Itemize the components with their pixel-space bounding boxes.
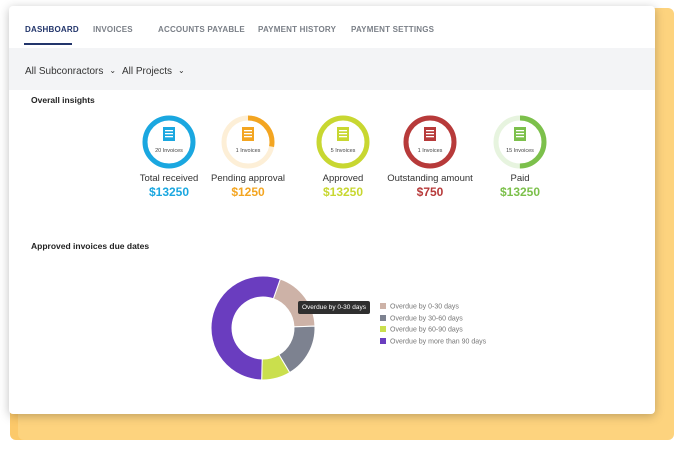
insight-label: Paid (510, 173, 530, 184)
insight-label: Pending approval (211, 173, 285, 184)
insight-approved[interactable]: 5 Invoices Approved $13250 (298, 114, 388, 199)
chart-legend: Overdue by 0-30 days Overdue by 30-60 day… (380, 303, 486, 349)
insight-invoice-count: 5 Invoices (330, 148, 356, 154)
active-tab-indicator (24, 43, 72, 45)
insight-outstanding-amount[interactable]: 1 Invoices Outstanding amount $750 (385, 114, 475, 199)
due-dates-donut-chart (210, 275, 316, 381)
legend-item[interactable]: Overdue by 0-30 days (380, 303, 486, 315)
insight-amount: $13250 (322, 185, 364, 199)
receipt-icon (337, 127, 349, 141)
project-filter-label: All Projects (122, 66, 173, 77)
receipt-icon (163, 127, 175, 141)
legend-swatch (380, 303, 386, 309)
donut-slice-3[interactable] (210, 275, 281, 381)
cash-register-icon (514, 127, 526, 141)
chevron-down-icon: ⌄ (178, 66, 185, 75)
insight-invoice-count: 1 Invoices (417, 148, 443, 154)
legend-item[interactable]: Overdue by 60-90 days (380, 326, 486, 338)
legend-item[interactable]: Overdue by 30-60 days (380, 314, 486, 327)
subcontractor-filter[interactable]: All Subconractors ⌄ (25, 66, 116, 77)
insight-label: Total received (139, 173, 199, 184)
invoice-icon (424, 127, 436, 141)
legend-swatch (380, 326, 386, 332)
tab-payment-history[interactable]: PAYMENT HISTORY (258, 25, 337, 34)
insight-amount: $1250 (231, 185, 265, 199)
insight-label: Approved (322, 173, 364, 184)
insight-label: Outstanding amount (387, 173, 473, 184)
insight-amount: $13250 (148, 185, 190, 199)
legend-label: Overdue by 0-30 days (390, 303, 459, 311)
tab-invoices[interactable]: INVOICES (93, 25, 133, 34)
insight-ring: 20 Invoices (141, 114, 197, 170)
legend-swatch (380, 314, 386, 321)
tab-payment-settings[interactable]: PAYMENT SETTINGS (351, 25, 435, 34)
legend-label: Overdue by 30-60 days (390, 315, 463, 322)
insight-pending-approval[interactable]: 1 Invoices Pending approval $1250 (203, 114, 293, 199)
filter-bar: All Subconractors ⌄ All Projects ⌄ (9, 48, 655, 90)
overall-insights-title: Overall insights (31, 95, 95, 105)
insight-ring: 15 Invoices (492, 114, 548, 170)
legend-label: Overdue by more than 90 days (390, 338, 487, 345)
tab-accounts-payable[interactable]: ACCOUNTS PAYABLE (158, 25, 245, 34)
insight-invoice-count: 20 Invoices (155, 148, 183, 154)
insight-ring: 5 Invoices (315, 114, 371, 170)
insight-amount: $13250 (499, 185, 541, 199)
legend-label: Overdue by 60-90 days (390, 326, 463, 334)
insight-amount: $750 (416, 185, 444, 199)
chevron-down-icon: ⌄ (109, 66, 117, 75)
subcontractor-filter-label: All Subconractors (25, 66, 104, 77)
tab-dashboard[interactable]: DASHBOARD (25, 25, 79, 34)
legend-swatch (380, 337, 386, 344)
chart-tooltip: Overdue by 0-30 days (298, 301, 370, 314)
tab-bar: DASHBOARD INVOICES ACCOUNTS PAYABLE PAYM… (9, 6, 655, 46)
insight-paid[interactable]: 15 Invoices Paid $13250 (475, 114, 565, 199)
receipt-icon (242, 127, 254, 141)
due-dates-title: Approved invoices due dates (31, 241, 150, 251)
legend-item[interactable]: Overdue by more than 90 days (380, 337, 487, 350)
project-filter[interactable]: All Projects ⌄ (122, 66, 185, 77)
insight-invoice-count: 15 Invoices (506, 148, 534, 154)
insight-total-received[interactable]: 20 Invoices Total received $13250 (124, 114, 214, 199)
insight-invoice-count: 1 Invoices (235, 148, 261, 154)
insight-ring: 1 Invoices (220, 114, 276, 170)
insight-ring: 1 Invoices (402, 114, 458, 170)
dashboard-card: DASHBOARD INVOICES ACCOUNTS PAYABLE PAYM… (9, 6, 655, 414)
